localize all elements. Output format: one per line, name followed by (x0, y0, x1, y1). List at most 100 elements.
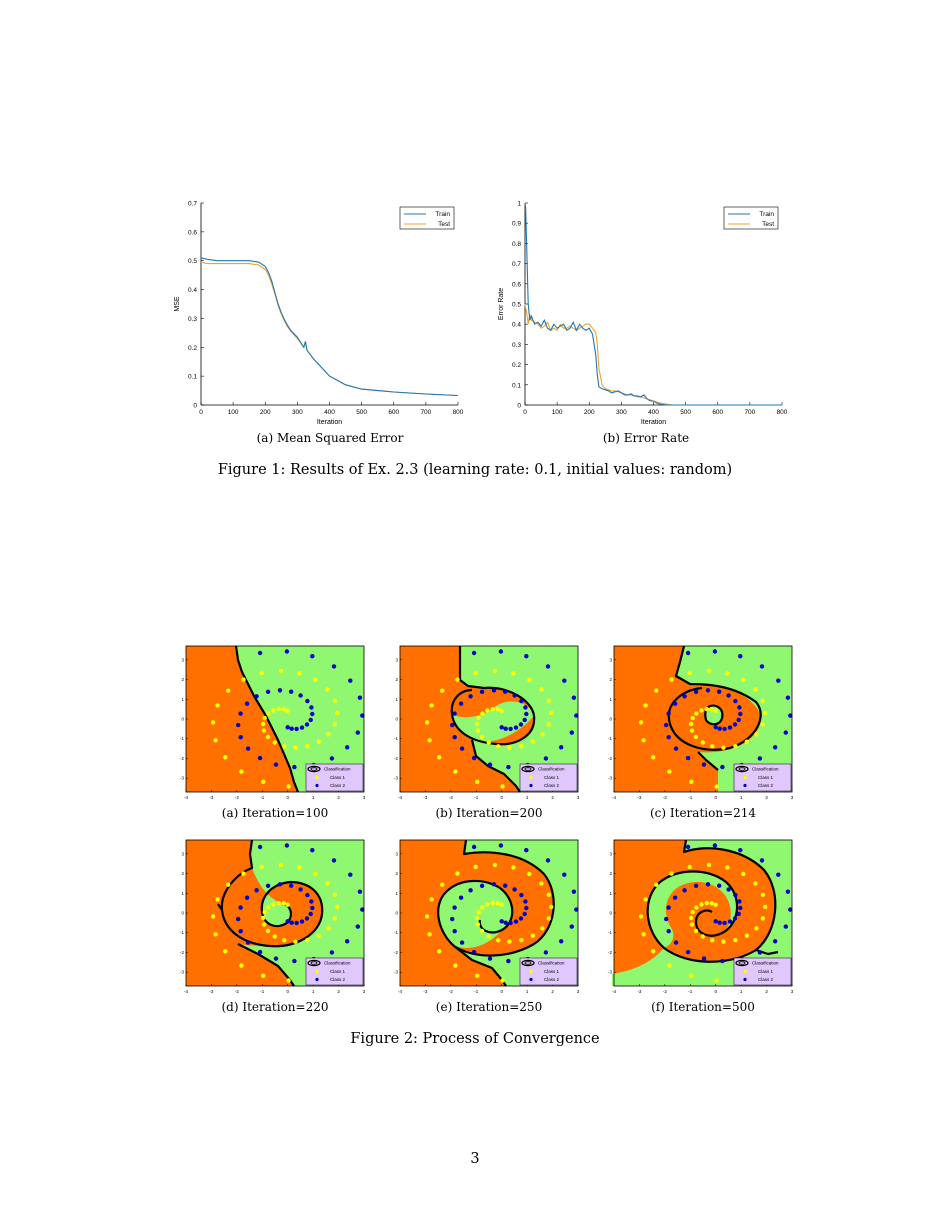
legend-class2-marker (743, 783, 747, 788)
class1-point (753, 881, 758, 886)
y-tick-label: 0 (395, 911, 398, 916)
figure2-caption: Figure 2: Process of Convergence (350, 1031, 600, 1047)
class2-point (498, 843, 504, 848)
class1-point (687, 864, 692, 870)
class2-point (776, 678, 781, 683)
class1-point (278, 862, 284, 868)
x-tick-label: 2 (551, 795, 554, 800)
class2-point (292, 764, 297, 770)
class2-point (299, 725, 305, 730)
class1-point (721, 745, 726, 750)
legend-title: Classification (324, 767, 351, 772)
series-line-train (200, 257, 459, 397)
x-tick-label: 100 (228, 409, 239, 416)
class1-point (241, 871, 246, 876)
class2-point (571, 889, 577, 894)
class1-point (453, 963, 458, 968)
class1-point (210, 914, 216, 919)
class2-point (574, 713, 579, 718)
class2-point (468, 888, 473, 893)
legend-class2-marker (529, 977, 533, 982)
class1-point (725, 671, 730, 676)
class2-point (717, 726, 722, 731)
region-class2 (438, 840, 578, 986)
class2-point (244, 895, 250, 900)
y-tick-label: 0.6 (188, 229, 197, 236)
legend-class1-label: Class 1 (544, 775, 560, 780)
x-tick-label: -1 (260, 795, 264, 800)
figure1-caption-a: (a) Mean Squared Error (256, 431, 404, 445)
class2-point (459, 746, 465, 751)
y-tick-label: 1 (609, 697, 612, 702)
y-tick-label: -1 (180, 930, 184, 935)
x-tick-label: 0 (286, 795, 289, 800)
class1-point (693, 928, 699, 934)
legend-class1-label: Class 1 (330, 775, 346, 780)
class2-point (331, 858, 337, 863)
class1-point (760, 698, 765, 703)
figure2-caption-e: (e) Iteration=250 (435, 1000, 543, 1014)
x-tick-label: 300 (292, 409, 303, 416)
class1-point (651, 755, 656, 760)
class2-point (717, 920, 722, 925)
legend-boundary-icon (521, 959, 535, 967)
x-tick-label: 700 (744, 409, 755, 416)
figure2-caption-f: (f) Iteration=500 (651, 1000, 755, 1014)
legend-boundary-icon (521, 765, 535, 773)
y-tick-label: 1 (517, 201, 521, 208)
legend-boundary-icon (307, 765, 321, 773)
class1-point (480, 711, 485, 716)
legend-class2-label: Class 2 (330, 783, 346, 788)
x-tick-label: -3 (637, 795, 641, 800)
class1-point (763, 904, 768, 910)
legend-class2-marker (315, 977, 319, 982)
class2-point (513, 919, 519, 924)
class1-point (706, 862, 712, 868)
class2-point (773, 745, 778, 750)
y-tick-label: -2 (180, 756, 184, 761)
y-tick-label: 0.1 (512, 382, 521, 389)
y-tick-label: 3 (395, 851, 398, 856)
y-tick-label: 1 (395, 697, 398, 702)
class2-point (559, 745, 564, 750)
y-tick-label: 0 (193, 403, 197, 410)
class2-point (277, 688, 283, 693)
class2-point (685, 755, 691, 761)
class1-point (262, 715, 267, 721)
class2-point (345, 939, 350, 944)
class2-point (479, 883, 485, 888)
class1-point (741, 871, 746, 877)
class1-point (325, 881, 330, 886)
class2-point (265, 883, 271, 888)
y-tick-label: 0.7 (188, 201, 197, 208)
class2-point (685, 844, 691, 850)
class1-point (725, 865, 730, 870)
class1-point (754, 926, 759, 931)
class1-point (241, 677, 246, 682)
legend-label-test: Test (762, 221, 774, 228)
class1-point (476, 909, 481, 915)
x-tick-label: 3 (577, 989, 580, 994)
class1-point (694, 905, 699, 910)
class1-point (476, 715, 481, 721)
class1-point (496, 938, 501, 943)
class1-point (763, 710, 768, 716)
class1-point (239, 963, 244, 968)
legend-title: Classification (752, 767, 779, 772)
class2-point (329, 950, 335, 955)
class2-point (273, 956, 279, 961)
class2-point (236, 722, 241, 728)
legend-class1-label: Class 1 (758, 969, 774, 974)
y-tick-label: 0.7 (512, 261, 521, 268)
y-tick-label: 0.9 (512, 221, 521, 228)
class2-point (305, 698, 310, 704)
y-tick-label: -3 (180, 970, 184, 975)
class1-point (689, 922, 695, 927)
class1-point (495, 707, 500, 712)
class1-point (713, 708, 718, 713)
class2-point (727, 725, 733, 730)
legend-class1-marker (529, 969, 533, 974)
x-tick-label: 300 (616, 409, 627, 416)
class1-point (667, 963, 672, 968)
class2-point (519, 892, 524, 898)
